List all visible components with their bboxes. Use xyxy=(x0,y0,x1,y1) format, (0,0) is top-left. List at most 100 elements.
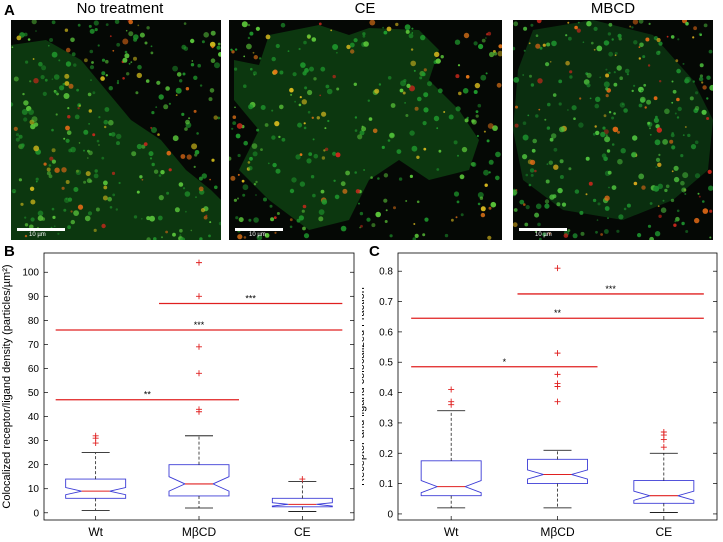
fluorescent-puncta xyxy=(68,83,74,89)
outlier-marker xyxy=(554,265,561,272)
fluorescent-puncta xyxy=(160,170,165,175)
fluorescent-puncta xyxy=(362,32,366,36)
fluorescent-puncta xyxy=(600,131,606,138)
fluorescent-puncta xyxy=(702,208,709,214)
fluorescent-puncta xyxy=(422,121,427,126)
fluorescent-puncta xyxy=(645,37,650,42)
fluorescent-puncta xyxy=(217,116,221,120)
micro-title-mbcd: MBCD xyxy=(590,0,636,17)
fluorescent-puncta xyxy=(593,48,596,51)
fluorescent-puncta xyxy=(523,49,526,52)
fluorescent-puncta xyxy=(230,175,236,181)
fluorescent-puncta xyxy=(73,210,79,217)
fluorescent-puncta xyxy=(638,46,641,48)
fluorescent-puncta xyxy=(217,42,221,46)
fluorescent-puncta xyxy=(535,34,539,37)
fluorescent-puncta xyxy=(419,76,423,80)
fluorescent-puncta xyxy=(637,233,642,238)
fluorescent-puncta xyxy=(699,63,704,68)
fluorescent-puncta xyxy=(246,43,252,50)
micrograph-no-treatment-canvas xyxy=(11,20,221,240)
fluorescent-puncta xyxy=(143,142,148,146)
fluorescent-puncta xyxy=(33,78,39,84)
fluorescent-puncta xyxy=(556,202,561,207)
fluorescent-puncta xyxy=(23,117,28,122)
fluorescent-puncta xyxy=(133,215,138,219)
fluorescent-puncta xyxy=(297,122,303,128)
fluorescent-puncta xyxy=(54,167,60,173)
fluorescent-puncta xyxy=(232,115,237,119)
fluorescent-puncta xyxy=(188,117,191,120)
fluorescent-puncta xyxy=(116,42,121,47)
fluorescent-puncta xyxy=(89,49,94,54)
fluorescent-puncta xyxy=(362,34,366,38)
fluorescent-puncta xyxy=(334,194,340,200)
fluorescent-puncta xyxy=(318,22,322,26)
fluorescent-puncta xyxy=(370,176,373,179)
significance-label: *** xyxy=(245,294,256,304)
fluorescent-puncta xyxy=(155,106,158,108)
fluorescent-puncta xyxy=(163,104,169,110)
cell-body xyxy=(513,20,713,220)
fluorescent-puncta xyxy=(574,25,578,30)
fluorescent-puncta xyxy=(180,154,186,159)
fluorescent-puncta xyxy=(458,91,462,96)
fluorescent-puncta xyxy=(125,29,128,32)
fluorescent-puncta xyxy=(336,52,338,54)
y-tick-label: 30 xyxy=(28,436,40,447)
fluorescent-puncta xyxy=(144,41,148,45)
box-Wt xyxy=(65,478,127,499)
fluorescent-puncta xyxy=(88,24,92,28)
fluorescent-puncta xyxy=(52,215,56,219)
fluorescent-puncta xyxy=(21,109,28,115)
fluorescent-puncta xyxy=(601,153,607,158)
fluorescent-puncta xyxy=(237,153,241,158)
fluorescent-puncta xyxy=(209,41,216,48)
outlier-marker xyxy=(196,259,202,266)
fluorescent-puncta xyxy=(18,178,22,182)
fluorescent-puncta xyxy=(70,219,75,225)
fluorescent-puncta xyxy=(195,196,197,199)
fluorescent-puncta xyxy=(350,49,355,54)
fluorescent-puncta xyxy=(209,221,212,224)
fluorescent-puncta xyxy=(473,41,478,46)
fluorescent-puncta xyxy=(65,61,72,67)
fluorescent-puncta xyxy=(594,125,597,128)
fluorescent-puncta xyxy=(67,107,70,110)
fluorescent-puncta xyxy=(289,225,293,229)
fluorescent-puncta xyxy=(626,73,629,76)
fluorescent-puncta xyxy=(568,167,572,171)
fluorescent-puncta xyxy=(86,178,92,184)
fluorescent-puncta xyxy=(611,116,615,120)
y-tick-label: 60 xyxy=(28,364,40,375)
fluorescent-puncta xyxy=(436,168,440,171)
fluorescent-puncta xyxy=(665,184,670,189)
fluorescent-puncta xyxy=(44,78,48,82)
fluorescent-puncta xyxy=(569,75,573,79)
fluorescent-puncta xyxy=(546,126,551,130)
fluorescent-puncta xyxy=(209,178,211,181)
fluorescent-puncta xyxy=(676,97,680,102)
fluorescent-puncta xyxy=(702,200,705,203)
fluorescent-puncta xyxy=(708,49,713,54)
fluorescent-puncta xyxy=(404,24,411,31)
fluorescent-puncta xyxy=(101,223,106,229)
fluorescent-puncta xyxy=(103,185,108,190)
fluorescent-puncta xyxy=(687,133,691,138)
fluorescent-puncta xyxy=(87,149,90,153)
fluorescent-puncta xyxy=(312,138,315,141)
fluorescent-puncta xyxy=(63,137,66,140)
fluorescent-puncta xyxy=(326,88,333,95)
fluorescent-puncta xyxy=(694,217,700,224)
fluorescent-puncta xyxy=(617,130,620,134)
fluorescent-puncta xyxy=(440,55,444,59)
fluorescent-puncta xyxy=(197,63,201,68)
fluorescent-puncta xyxy=(255,180,258,184)
fluorescent-puncta xyxy=(384,220,388,223)
significance-label: *** xyxy=(605,284,616,294)
fluorescent-puncta xyxy=(670,198,675,203)
fluorescent-puncta xyxy=(359,226,361,229)
fluorescent-puncta xyxy=(653,117,659,123)
fluorescent-puncta xyxy=(565,60,570,66)
fluorescent-puncta xyxy=(682,134,685,136)
